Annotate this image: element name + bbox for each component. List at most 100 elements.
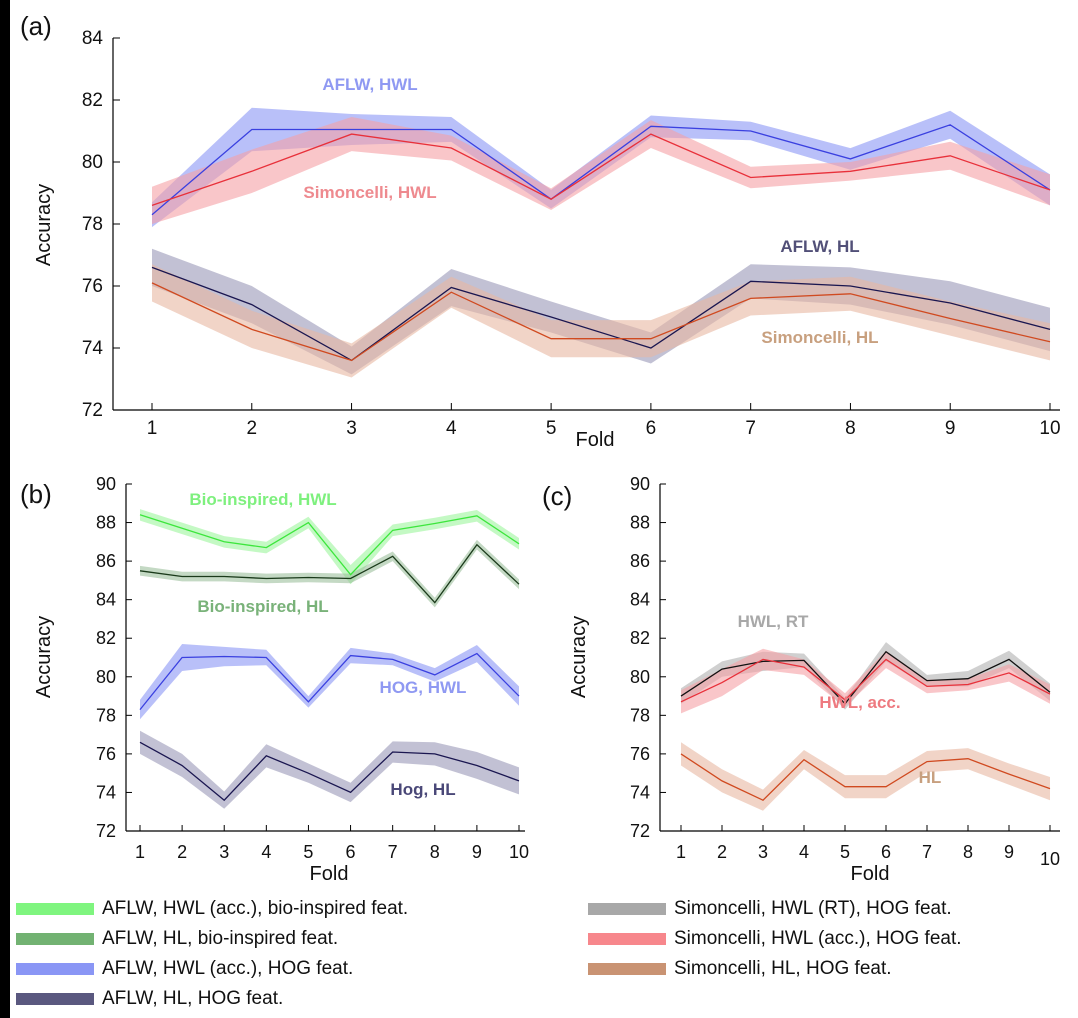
x-tick-label: 9 — [945, 418, 956, 439]
x-tick-label: 2 — [177, 842, 187, 862]
series-line — [151, 282, 1051, 362]
x-tick-label: 4 — [261, 842, 271, 862]
y-tick-label: 88 — [96, 513, 116, 533]
legend-swatch — [16, 963, 94, 975]
x-axis-label: Fold — [576, 429, 615, 451]
y-axis-label: Accuracy — [33, 616, 55, 698]
series-line — [139, 652, 520, 711]
legend-item: AFLW, HL, HOG feat. — [16, 986, 283, 1012]
series-annotation: Simoncelli, HWL — [303, 183, 436, 202]
x-tick-label: 4 — [446, 418, 457, 439]
legend-swatch — [588, 963, 666, 975]
x-tick-label: 10 — [509, 842, 529, 862]
y-tick-label: 80 — [82, 152, 103, 173]
y-tick-label: 76 — [630, 744, 650, 764]
legend-item: Simoncelli, HWL (RT), HOG feat. — [588, 896, 952, 922]
x-tick-label: 3 — [219, 842, 229, 862]
series-line — [680, 658, 1051, 703]
series-annotation: HL — [919, 768, 942, 787]
y-tick-label: 80 — [96, 667, 116, 687]
series-line — [680, 650, 1051, 705]
series-annotation: HOG, HWL — [380, 678, 467, 697]
y-tick-label: 76 — [82, 276, 103, 297]
x-axis-label: Fold — [851, 863, 890, 885]
series-band — [140, 730, 519, 809]
series-band — [152, 264, 1050, 378]
legend-item: Simoncelli, HL, HOG feat. — [588, 956, 892, 982]
series-annotation: Simoncelli, HL — [761, 328, 878, 347]
x-tick-label: 7 — [922, 842, 932, 862]
x-tick-label: 4 — [799, 842, 809, 862]
series-line — [139, 741, 520, 802]
x-tick-label: 1 — [135, 842, 145, 862]
y-tick-label: 78 — [96, 705, 116, 725]
series-band — [681, 742, 1050, 811]
y-axis-label: Accuracy — [33, 184, 55, 266]
y-axis-label: Accuracy — [568, 616, 590, 698]
y-tick-label: 86 — [96, 551, 116, 571]
y-tick-label: 82 — [96, 628, 116, 648]
x-tick-label: 6 — [881, 842, 891, 862]
series-annotation: HWL, RT — [738, 612, 809, 631]
y-tick-label: 82 — [82, 90, 103, 111]
x-tick-label: 7 — [388, 842, 398, 862]
figure: 72 74 76 78 80 82 84 1 2 3 4 5 6 7 8 9 10 Fold Accuracy (a)… — [10, 0, 1078, 1018]
y-tick-label: 72 — [82, 400, 103, 421]
series-line — [139, 514, 520, 576]
legend-swatch — [16, 903, 94, 915]
x-tick-label: 8 — [845, 418, 856, 439]
y-tick-label: 74 — [96, 782, 116, 802]
x-tick-label: 9 — [1004, 842, 1014, 862]
legend-label: Simoncelli, HWL (RT), HOG feat. — [674, 898, 952, 919]
legend-item: AFLW, HWL (acc.), bio-inspired feat. — [16, 896, 408, 922]
x-tick-label: 6 — [646, 418, 657, 439]
series-annotation: Bio-inspired, HL — [197, 597, 328, 616]
x-tick-label: 10 — [1040, 849, 1060, 869]
x-tick-label: 6 — [346, 842, 356, 862]
legend-label: AFLW, HL, HOG feat. — [102, 988, 284, 1009]
x-tick-label: 3 — [758, 842, 768, 862]
legend-swatch — [16, 993, 94, 1005]
y-tick-label: 74 — [82, 338, 104, 359]
panel-label: (a) — [20, 11, 52, 41]
series-annotation: Hog, HL — [390, 780, 455, 799]
legend-item: AFLW, HL, bio-inspired feat. — [16, 926, 338, 952]
legend-swatch — [588, 903, 666, 915]
y-tick-label: 78 — [630, 705, 650, 725]
legend-item: Simoncelli, HWL (acc.), HOG feat. — [588, 926, 962, 952]
legend-label: AFLW, HWL (acc.), bio-inspired feat. — [102, 898, 409, 919]
series-band — [681, 648, 1050, 714]
x-tick-label: 2 — [246, 418, 257, 439]
panel-label: (b) — [20, 479, 52, 509]
x-tick-label: 10 — [1039, 418, 1060, 439]
legend-item: AFLW, HWL (acc.), HOG feat. — [16, 956, 353, 982]
x-tick-label: 9 — [472, 842, 482, 862]
legend-swatch — [16, 933, 94, 945]
series-line — [680, 753, 1051, 801]
series-line — [151, 133, 1051, 207]
y-tick-label: 84 — [630, 590, 650, 610]
panel-label: (c) — [542, 481, 572, 511]
legend-swatch — [588, 933, 666, 945]
legend-label: AFLW, HWL (acc.), HOG feat. — [102, 958, 354, 979]
series-band — [140, 509, 519, 585]
series-band — [140, 644, 519, 720]
series-line — [139, 543, 520, 604]
series-annotation: AFLW, HWL — [322, 75, 417, 94]
y-tick-label: 84 — [96, 590, 116, 610]
x-tick-label: 5 — [546, 418, 557, 439]
series-annotation: AFLW, HL — [780, 237, 859, 256]
y-tick-label: 76 — [96, 744, 116, 764]
x-tick-label: 7 — [745, 418, 756, 439]
y-tick-label: 78 — [82, 214, 103, 235]
legend-label: Simoncelli, HWL (acc.), HOG feat. — [674, 928, 962, 949]
y-tick-label: 86 — [630, 551, 650, 571]
x-tick-label: 3 — [346, 418, 357, 439]
y-tick-label: 74 — [630, 782, 650, 802]
series-line — [151, 124, 1051, 216]
x-tick-label: 5 — [840, 842, 850, 862]
y-tick-label: 88 — [630, 513, 650, 533]
x-tick-label: 8 — [963, 842, 973, 862]
x-tick-label: 8 — [430, 842, 440, 862]
